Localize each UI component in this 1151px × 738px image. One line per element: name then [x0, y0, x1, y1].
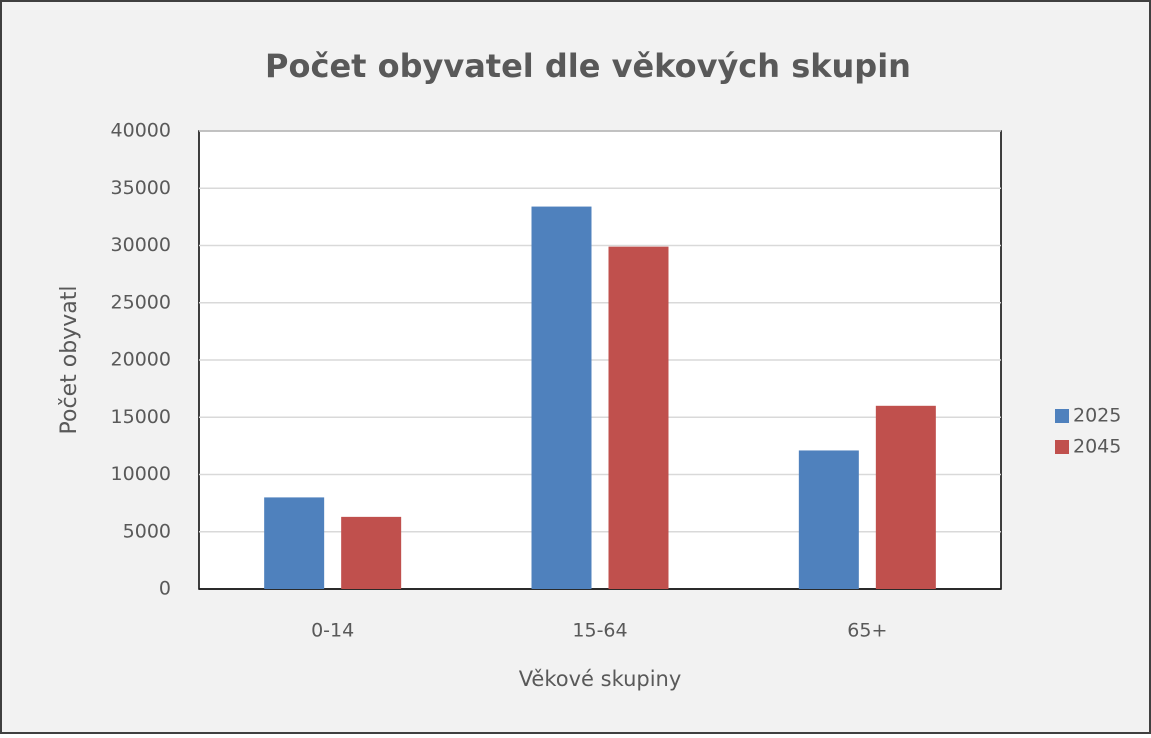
legend-swatch: [1055, 409, 1069, 423]
y-tick-label: 40000: [111, 120, 171, 142]
y-tick-label: 35000: [111, 177, 171, 199]
chart-title: Počet obyvatel dle věkových skupin: [265, 47, 911, 85]
x-tick-label: 65+: [847, 620, 887, 642]
legend-swatch: [1055, 440, 1069, 454]
y-tick-label: 20000: [111, 349, 171, 371]
y-tick-label: 0: [159, 578, 171, 600]
y-tick-label: 25000: [111, 291, 171, 313]
bar: [798, 450, 859, 589]
y-tick-label: 10000: [111, 463, 171, 485]
bar: [875, 405, 936, 589]
legend-label: 2025: [1073, 405, 1121, 427]
x-tick-label: 0-14: [311, 620, 354, 642]
bar: [264, 497, 325, 589]
bar: [531, 206, 592, 589]
legend-label: 2045: [1073, 436, 1121, 458]
bar: [341, 516, 402, 589]
y-tick-label: 5000: [123, 520, 171, 542]
bar: [608, 246, 669, 589]
y-tick-label: 30000: [111, 234, 171, 256]
y-tick-label: 15000: [111, 406, 171, 428]
x-tick-label: 15-64: [572, 620, 627, 642]
x-axis-label: Věkové skupiny: [519, 667, 682, 691]
y-axis-label: Počet obyvatl: [57, 286, 82, 435]
